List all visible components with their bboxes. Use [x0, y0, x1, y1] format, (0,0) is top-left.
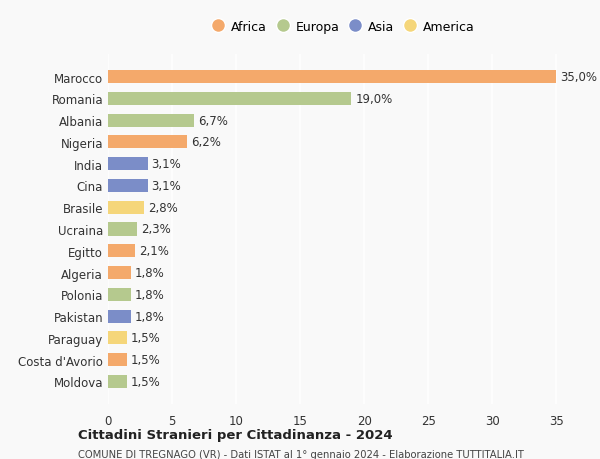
- Bar: [108, 114, 194, 128]
- Text: 6,2%: 6,2%: [191, 136, 221, 149]
- Text: 3,1%: 3,1%: [152, 179, 181, 192]
- Text: 1,8%: 1,8%: [135, 267, 164, 280]
- Bar: [108, 179, 148, 193]
- Text: 1,5%: 1,5%: [131, 375, 161, 388]
- Bar: [108, 71, 556, 84]
- Text: 1,8%: 1,8%: [135, 310, 164, 323]
- Bar: [108, 201, 144, 214]
- Text: 1,5%: 1,5%: [131, 353, 161, 366]
- Bar: [108, 136, 187, 149]
- Bar: [108, 223, 137, 236]
- Bar: [108, 245, 135, 258]
- Bar: [108, 310, 131, 323]
- Bar: [108, 353, 127, 366]
- Text: 1,5%: 1,5%: [131, 331, 161, 345]
- Text: 1,8%: 1,8%: [135, 288, 164, 301]
- Bar: [108, 288, 131, 301]
- Bar: [108, 331, 127, 345]
- Text: 2,1%: 2,1%: [139, 245, 169, 257]
- Text: 19,0%: 19,0%: [355, 93, 392, 106]
- Legend: Africa, Europa, Asia, America: Africa, Europa, Asia, America: [210, 16, 480, 39]
- Text: 2,3%: 2,3%: [142, 223, 171, 236]
- Bar: [108, 266, 131, 280]
- Text: 3,1%: 3,1%: [152, 158, 181, 171]
- Text: 6,7%: 6,7%: [197, 114, 227, 128]
- Bar: [108, 158, 148, 171]
- Text: 35,0%: 35,0%: [560, 71, 597, 84]
- Text: Cittadini Stranieri per Cittadinanza - 2024: Cittadini Stranieri per Cittadinanza - 2…: [78, 428, 392, 441]
- Bar: [108, 93, 352, 106]
- Text: 2,8%: 2,8%: [148, 202, 178, 214]
- Text: COMUNE DI TREGNAGO (VR) - Dati ISTAT al 1° gennaio 2024 - Elaborazione TUTTITALI: COMUNE DI TREGNAGO (VR) - Dati ISTAT al …: [78, 449, 524, 459]
- Bar: [108, 375, 127, 388]
